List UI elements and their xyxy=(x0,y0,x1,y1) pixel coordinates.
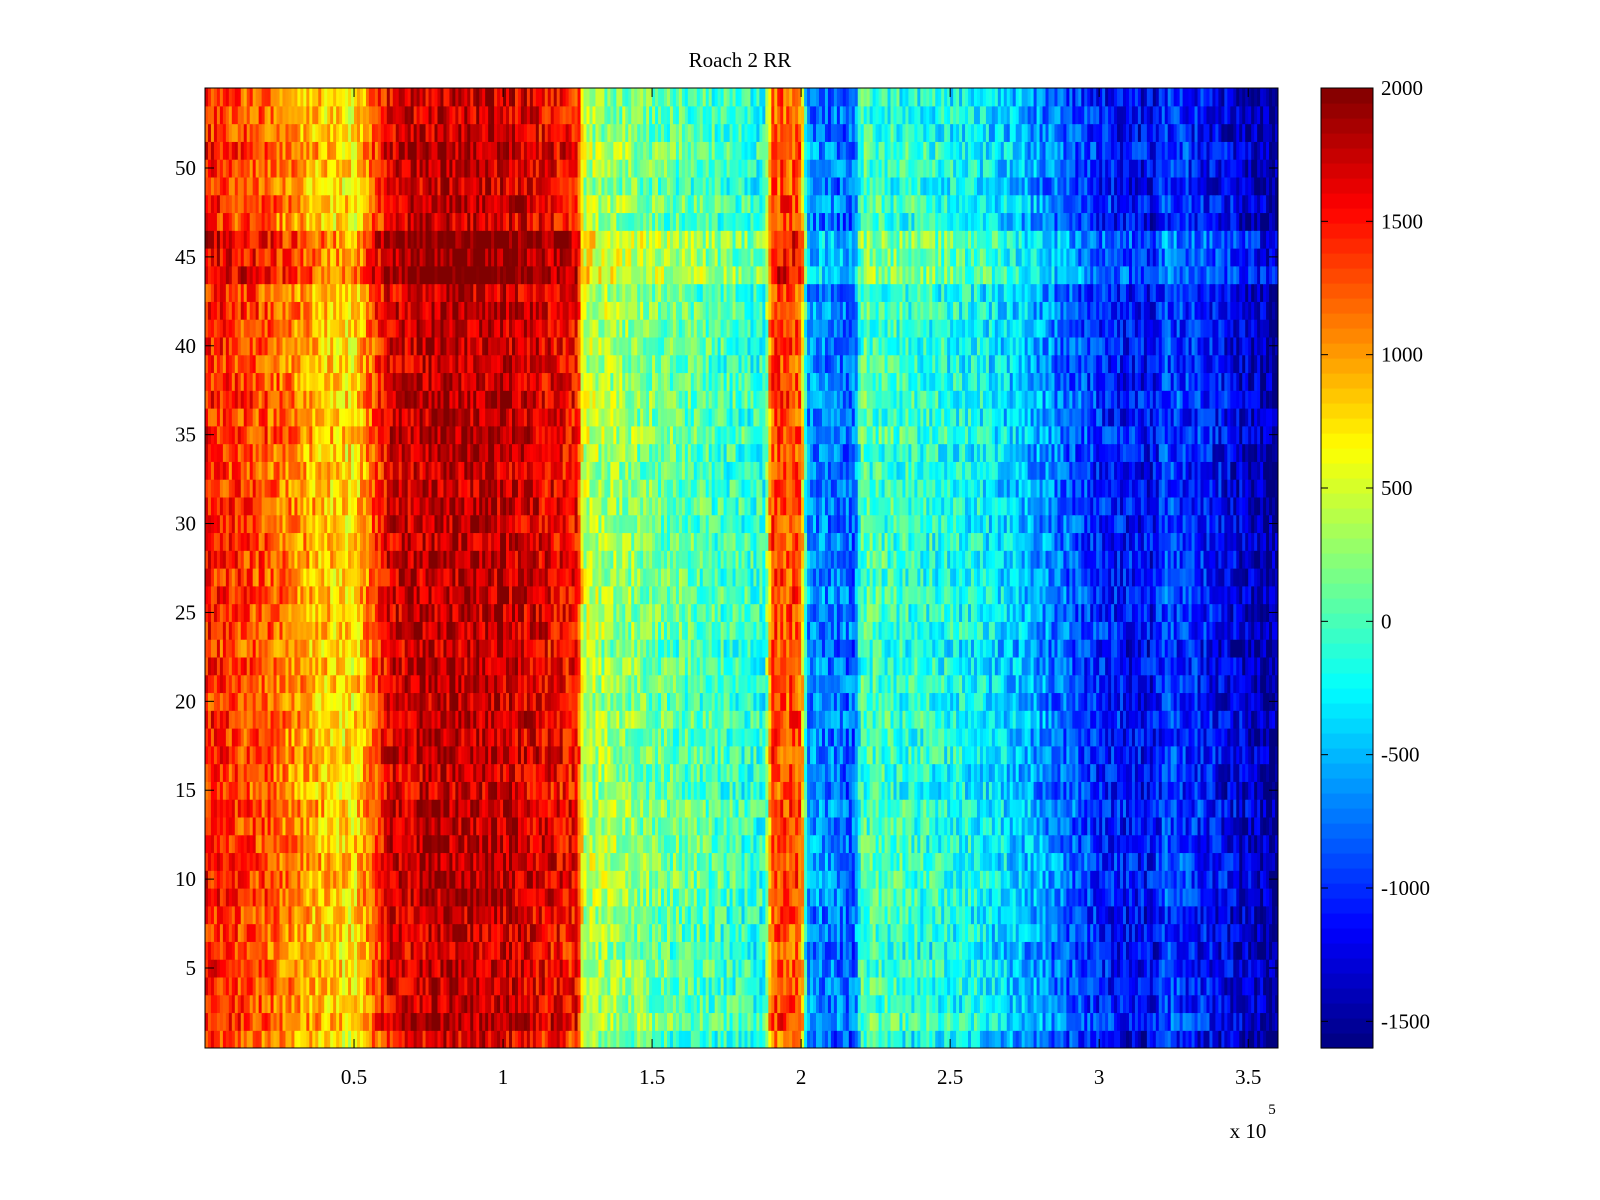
heatmap-cells xyxy=(205,88,1279,1049)
chart-title: Roach 2 RR xyxy=(689,48,792,72)
